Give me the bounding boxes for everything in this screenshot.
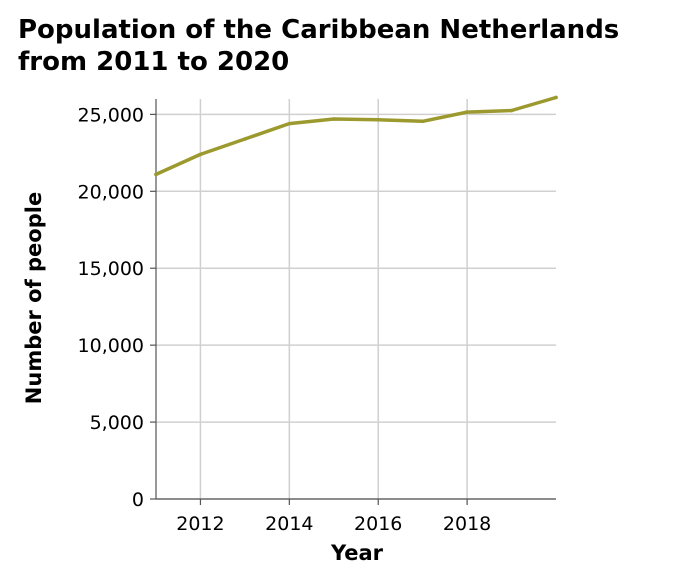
- data-point: [243, 137, 247, 141]
- x-axis-label: Year: [330, 541, 384, 565]
- chart-title-line-1: Population of the Caribbean Netherlands: [18, 15, 620, 45]
- x-tick-label: 2012: [176, 513, 224, 535]
- data-point: [420, 119, 425, 124]
- series-layer: [154, 95, 558, 177]
- grid: [156, 99, 556, 500]
- axes: [150, 99, 556, 505]
- data-point: [154, 172, 158, 177]
- y-tick-label: 25,000: [78, 104, 144, 126]
- data-point: [198, 152, 203, 157]
- data-point: [376, 117, 381, 122]
- y-tick-label: 10,000: [78, 335, 144, 357]
- data-point: [287, 121, 292, 126]
- x-tick-label: 2018: [443, 513, 491, 535]
- data-point: [331, 117, 336, 121]
- chart-title-line-2: from 2011 to 2020: [18, 47, 290, 77]
- tick-labels: 2012 2014 2016 2018 0 5,000 10,000 15,000 20,000…: [78, 104, 492, 535]
- x-tick-label: 2016: [354, 513, 402, 535]
- data-point: [554, 95, 558, 100]
- y-axis-label: Number of people: [22, 192, 46, 404]
- data-point: [509, 108, 514, 113]
- data-point: [465, 110, 469, 114]
- y-tick-label: 15,000: [78, 258, 144, 280]
- population-line: [154, 95, 558, 177]
- x-tick-label: 2014: [265, 513, 313, 535]
- y-tick-label: 0: [132, 489, 144, 511]
- y-tick-label: 20,000: [78, 181, 144, 203]
- y-tick-label: 5,000: [90, 412, 144, 434]
- chart-title: Population of the Caribbean Netherlands …: [18, 14, 619, 78]
